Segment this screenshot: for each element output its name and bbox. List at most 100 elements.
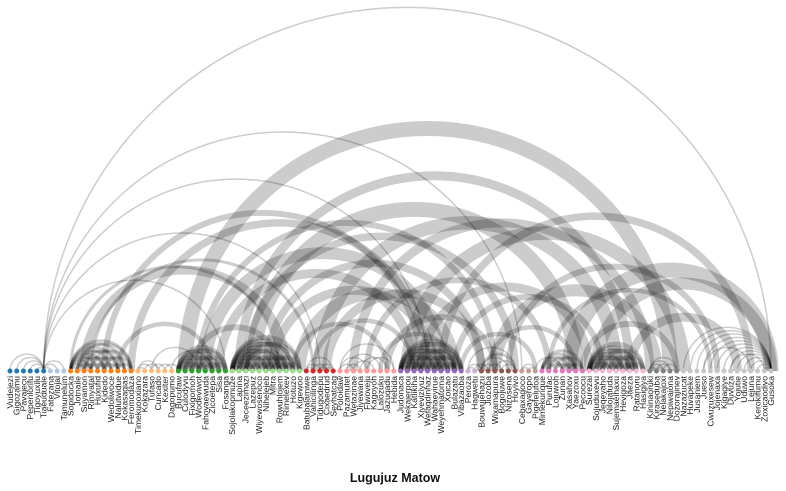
node-label: Nelakajoxi [658, 376, 668, 416]
link-arc [405, 341, 464, 372]
node-dot [27, 368, 33, 374]
node-dot [169, 368, 175, 374]
node-label: Poloidaw [335, 375, 345, 411]
link-arc [586, 345, 639, 372]
node-label: Batubalamiwe [301, 376, 311, 430]
node-dot [411, 368, 417, 374]
node-label: Jazuqadu [382, 376, 392, 413]
nodes-layer [7, 368, 774, 374]
node-label: Zicoetepa [207, 376, 217, 414]
link-arc [188, 324, 283, 372]
link-arc [89, 349, 133, 372]
node-label: Bogojuwe [497, 376, 507, 414]
node-dot [586, 368, 592, 374]
node-label: Lapina [234, 376, 244, 402]
link-arc [339, 356, 368, 372]
link-arc [229, 345, 282, 372]
node-label: Kerokifumu [753, 376, 763, 420]
link-arc [729, 350, 772, 372]
link-arc [137, 360, 159, 372]
chart-title: Lugujuz Matow [350, 471, 441, 485]
link-arc [42, 7, 772, 372]
link-arc [546, 288, 713, 372]
link-arc [589, 277, 777, 372]
node-label: Hotuzo [288, 376, 298, 403]
link-arc [586, 355, 619, 372]
node-dot [14, 368, 20, 374]
node-label: Xasahov [564, 375, 574, 409]
node-dot [499, 368, 505, 374]
node-dot [714, 368, 720, 374]
node-dot [377, 368, 383, 374]
link-arc [176, 352, 215, 372]
node-dot [431, 368, 437, 374]
link-arc [480, 356, 510, 372]
node-label: Suyamon [79, 376, 89, 413]
link-arc [384, 314, 498, 372]
link-arc [696, 333, 772, 372]
link-arc [290, 321, 390, 372]
link-arc [702, 336, 772, 372]
node-label: Lejuna [746, 376, 756, 402]
node-dot [216, 368, 222, 374]
node-dot [606, 368, 612, 374]
node-label: Cuncado [153, 376, 163, 411]
node-dot [647, 368, 653, 374]
node-dot [101, 368, 107, 374]
node-dot [680, 368, 686, 374]
link-arc [750, 360, 772, 372]
node-label: Kokasaqias [119, 376, 129, 420]
node-dot [41, 368, 47, 374]
node-dot [721, 368, 727, 374]
link-arc [42, 178, 429, 372]
node-label: Tufaso [146, 376, 156, 402]
node-label: Wefaqdinhaz [423, 376, 433, 426]
node-dot [546, 368, 552, 374]
link-arc [9, 353, 45, 372]
link-arc [229, 335, 302, 372]
link-arc [398, 345, 450, 372]
node-label: Vudejezi [5, 376, 15, 409]
node-dot [371, 368, 377, 374]
node-dot [115, 368, 121, 374]
node-dot [741, 368, 747, 374]
node-label: Sisa [214, 376, 224, 393]
node-dot [633, 368, 639, 374]
link-arc [42, 360, 65, 372]
node-label: Katlikiha [409, 376, 419, 409]
link-arc [505, 263, 721, 372]
node-dot [364, 368, 370, 374]
node-label: Kininaoruki [645, 376, 655, 419]
link-arc [89, 356, 120, 372]
node-label: Xiyeviziyuz [416, 376, 426, 419]
node-label: Vahicilinga [308, 376, 318, 417]
node-label: Kigewoo [295, 376, 305, 409]
node-label: Sojolakopmuze [227, 376, 237, 435]
node-label: Wixamapura [490, 376, 500, 424]
node-label: Jaeza [625, 376, 635, 399]
node-label: Rimelexev [281, 375, 291, 416]
node-label: Wekajerpou [402, 376, 412, 422]
link-arc [593, 355, 626, 372]
link-arc [256, 355, 289, 372]
node-label: Kokazara [140, 376, 150, 413]
node-dot [357, 368, 363, 374]
link-arc [229, 338, 296, 372]
link-arc [485, 325, 578, 372]
link-arc [42, 131, 523, 372]
link-arc [723, 346, 772, 372]
link-arc [359, 356, 388, 372]
link-arc [600, 348, 646, 372]
node-dot [391, 368, 397, 374]
node-dot [755, 368, 761, 374]
link-arc [547, 356, 578, 372]
node-dot [425, 368, 431, 374]
node-label: Hasigiya [638, 376, 648, 409]
node-label: Jusaniem [692, 376, 702, 413]
node-label: Tiaeuduale [39, 376, 49, 418]
link-arc [229, 358, 255, 372]
link-arc [586, 358, 612, 372]
node-dot [478, 368, 484, 374]
link-arc [411, 355, 444, 372]
